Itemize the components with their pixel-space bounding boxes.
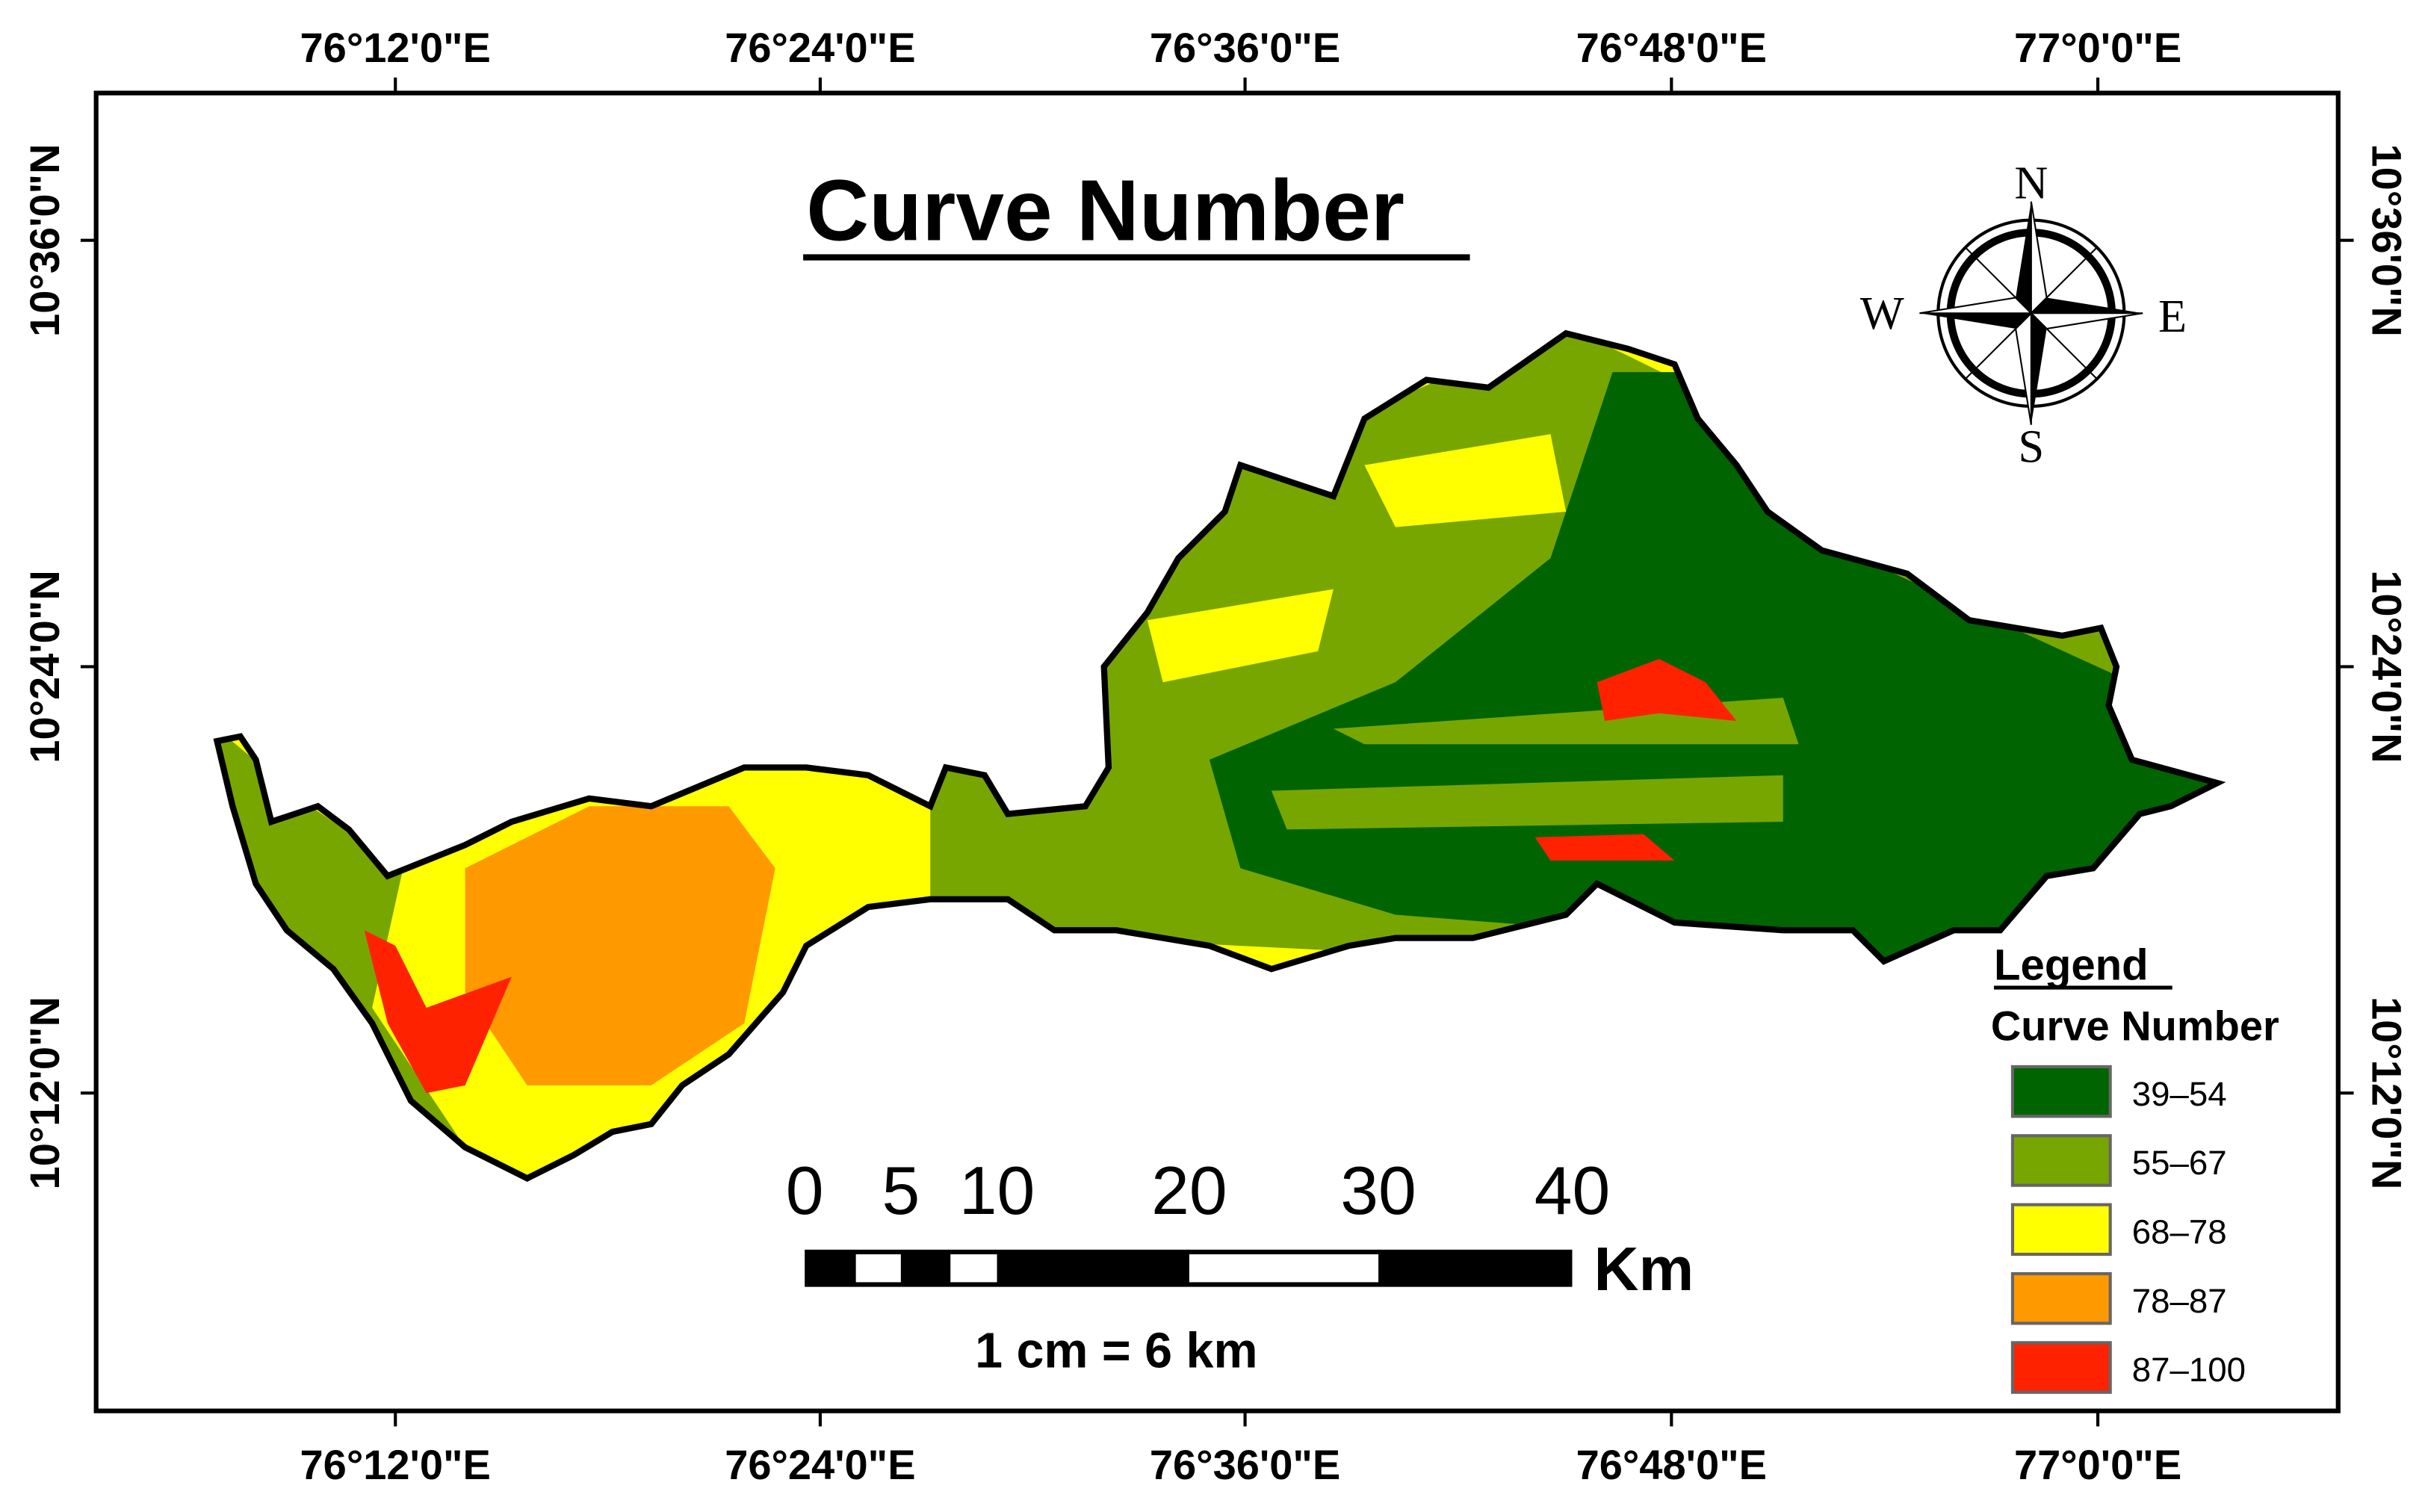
legend-label: 87–100	[2132, 1351, 2246, 1389]
scale-label: 40	[1534, 1153, 1611, 1229]
graticule: 76°12'0"E 76°12'0"E 76°24'0"E 76°24'0"E 76°3…	[21, 24, 2411, 1488]
scale-label: 0	[786, 1153, 824, 1229]
lon-label-bottom: 76°48'0"E	[1576, 1441, 1767, 1488]
lon-label-bottom: 76°24'0"E	[725, 1441, 915, 1488]
legend-swatch	[2010, 1341, 2112, 1394]
compass-s: S	[2019, 421, 2045, 472]
lon-label-bottom: 77°0'0"E	[2014, 1441, 2181, 1488]
lon-label-top: 76°48'0"E	[1576, 24, 1767, 71]
scale-note: 1 cm = 6 km	[975, 1324, 1257, 1379]
legend-label: 68–78	[2132, 1213, 2227, 1251]
legend-label: 55–67	[2132, 1144, 2227, 1182]
legend-title: Legend	[1994, 941, 2149, 990]
legend-swatch	[2010, 1065, 2112, 1118]
lon-label-top: 76°36'0"E	[1150, 24, 1340, 71]
scale-label: 5	[882, 1153, 920, 1229]
scale-label: 10	[959, 1153, 1035, 1229]
compass-n: N	[2014, 158, 2048, 209]
lon-label-bottom: 76°36'0"E	[1150, 1441, 1340, 1488]
lat-label-right: 10°12'0"N	[2363, 997, 2410, 1189]
legend-label: 78–87	[2132, 1282, 2227, 1320]
legend-label: 39–54	[2132, 1075, 2227, 1113]
scale-label: 20	[1151, 1153, 1227, 1229]
scale-unit: Km	[1594, 1234, 1694, 1304]
scale-label: 30	[1340, 1153, 1416, 1229]
map-title: Curve Number	[806, 162, 1404, 259]
compass-e: E	[2158, 291, 2187, 342]
legend-swatch	[2010, 1134, 2112, 1187]
lon-label-top: 76°24'0"E	[725, 24, 915, 71]
lat-label-right: 10°36'0"N	[2363, 143, 2410, 337]
lon-label-top: 76°12'0"E	[300, 24, 491, 71]
lon-label-bottom: 76°12'0"E	[300, 1441, 491, 1488]
scale-bar: Km 1 cm = 6 km 0 5 10 20 30 40	[786, 1153, 1694, 1378]
lat-label-left: 10°36'0"N	[21, 143, 68, 337]
lat-label-right: 10°24'0"N	[2363, 570, 2410, 763]
legend: Legend Curve Number 39–54 55–67 68–78 78–87…	[1991, 941, 2279, 1394]
compass: N S E W	[1860, 158, 2187, 473]
legend-swatch	[2010, 1271, 2112, 1325]
legend-swatch	[2010, 1203, 2112, 1257]
lat-label-left: 10°12'0"N	[21, 997, 68, 1189]
legend-subtitle: Curve Number	[1991, 1003, 2279, 1050]
lat-label-left: 10°24'0"N	[21, 570, 68, 763]
compass-w: W	[1860, 288, 1904, 339]
lon-label-top: 77°0'0"E	[2014, 24, 2181, 71]
